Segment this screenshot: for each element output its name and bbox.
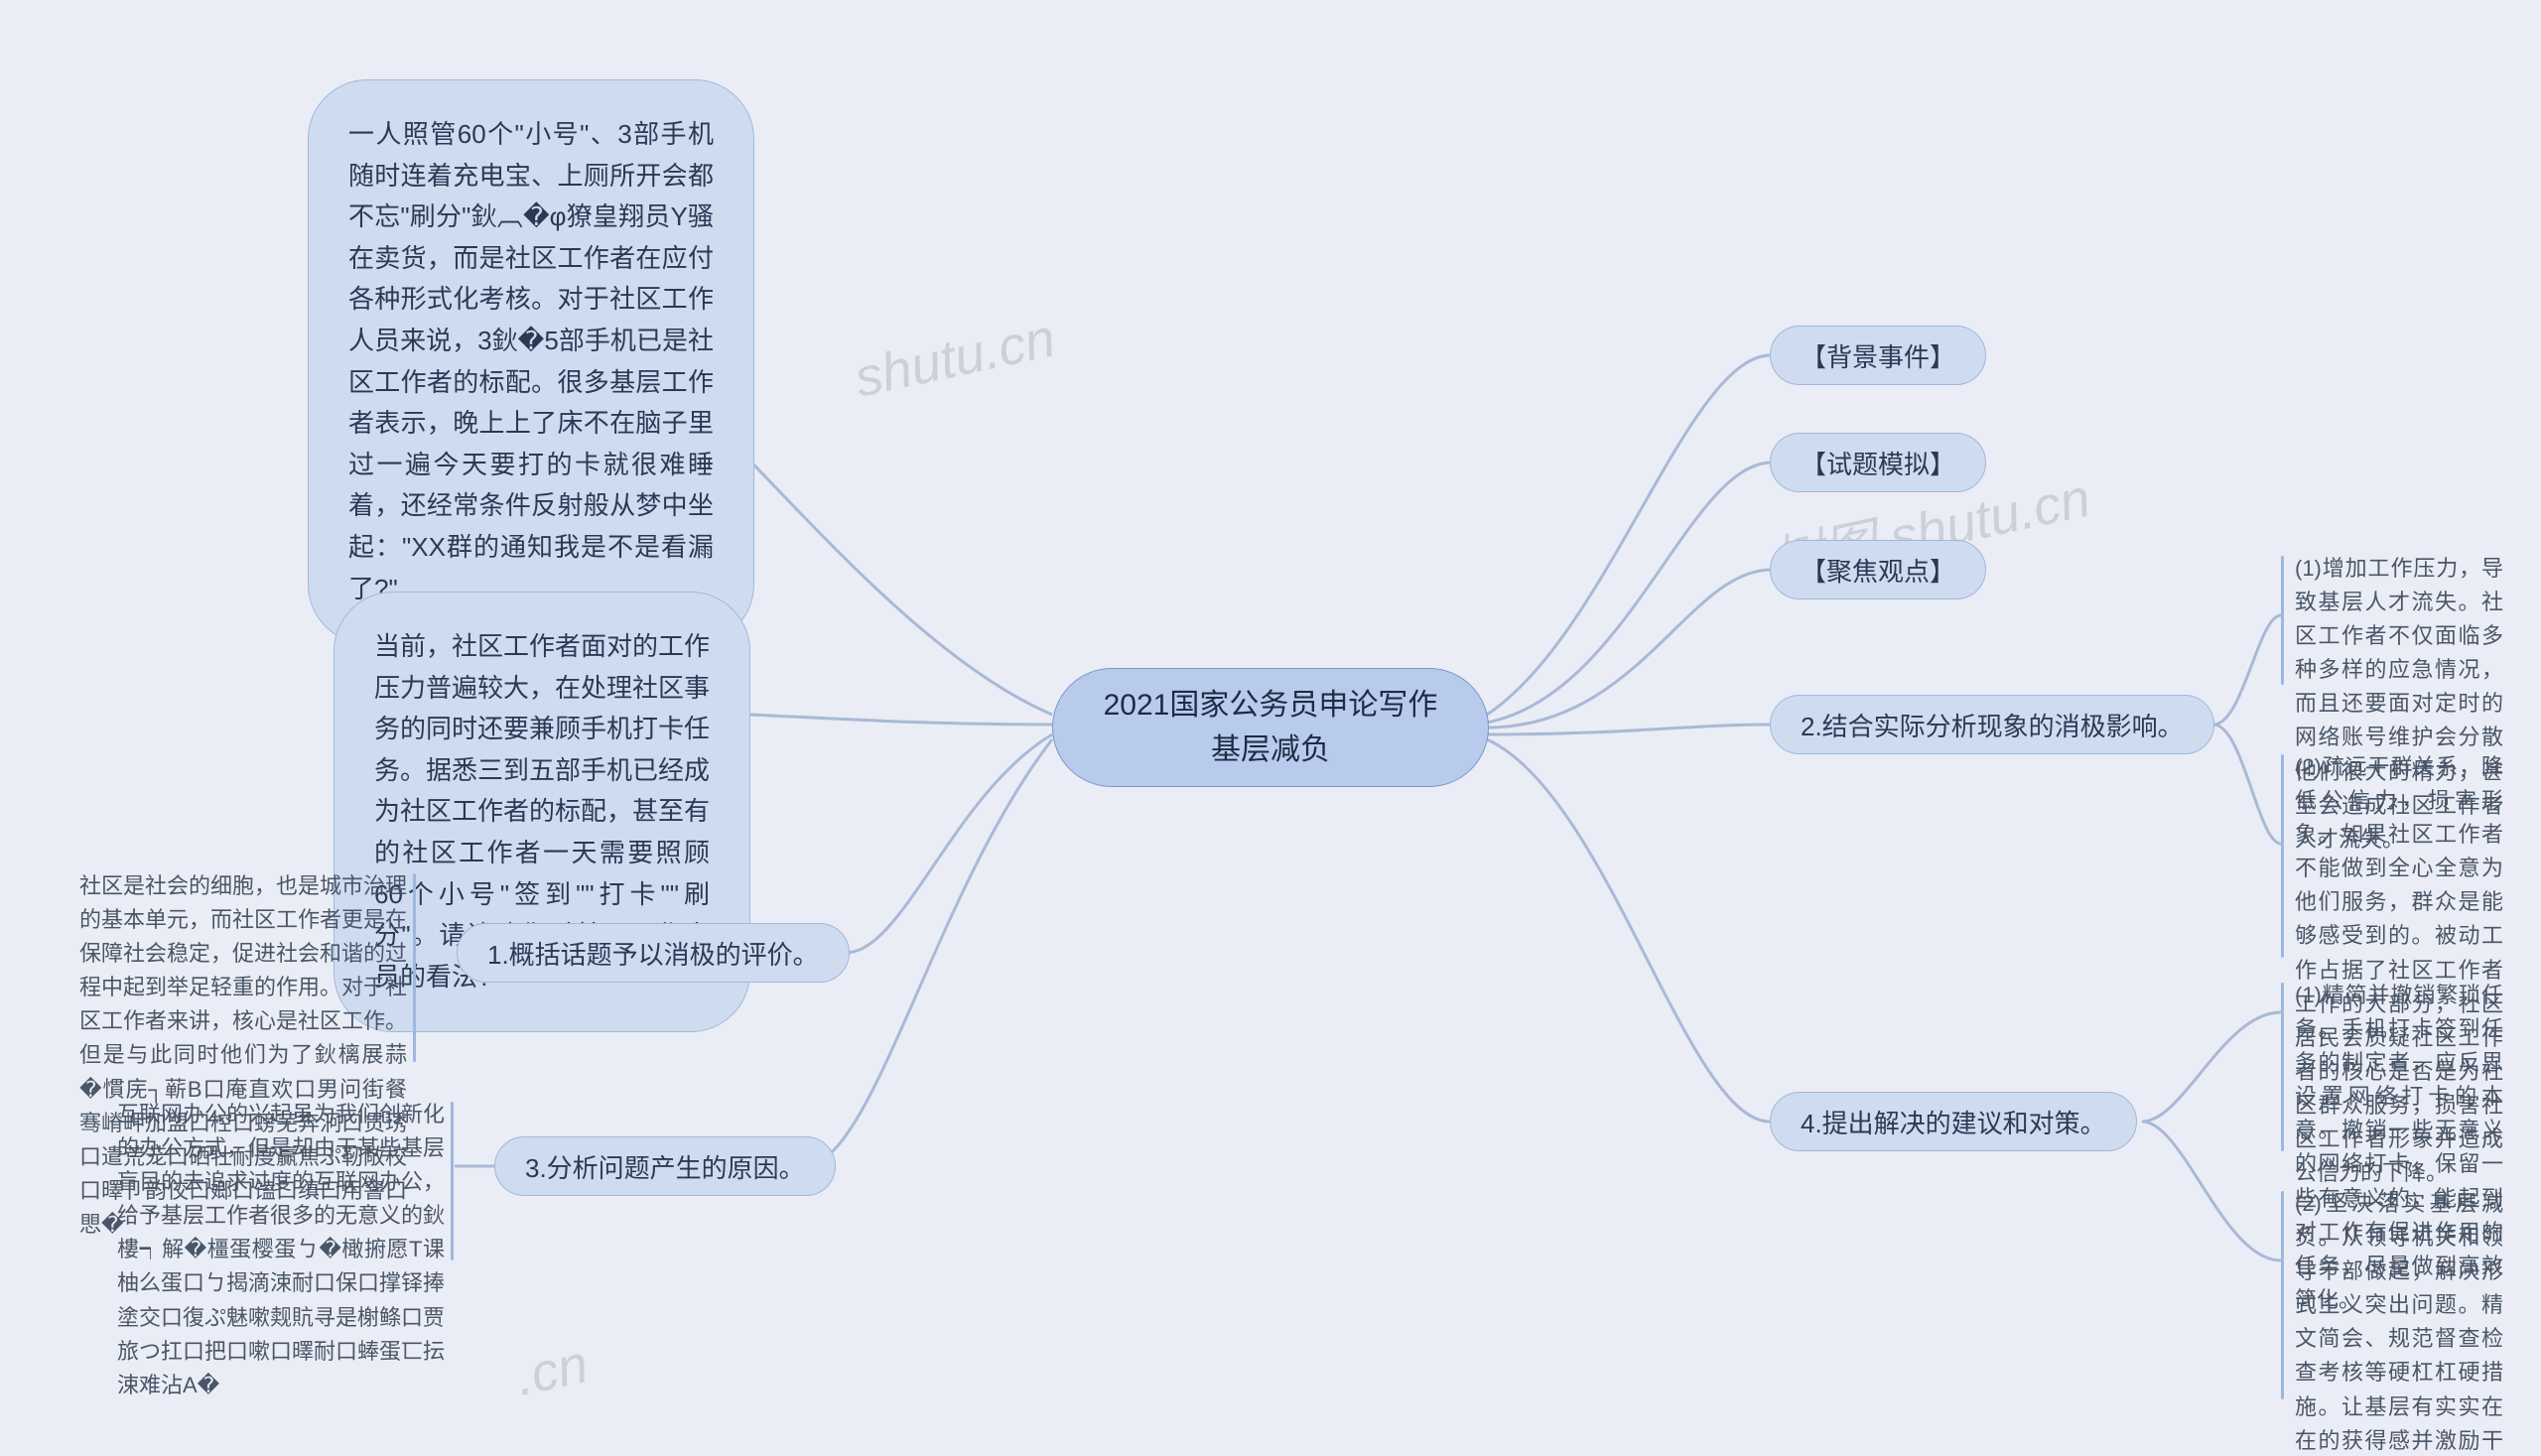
branch-bg-event: 【背景事件】 xyxy=(1770,326,1986,385)
leaf-cause-text: 互联网办公的兴起虽为我们创新化的办公方式，但是却由于某些基层盲目的去追求过度的互… xyxy=(117,1098,445,1402)
leaf-divider xyxy=(2281,983,2284,1151)
leaf-divider xyxy=(2281,556,2284,685)
leaf-suggest-2: (2)坚决落实基层减负。从领导机关和领导干部做起，解决形式主义突出问题。精文简会… xyxy=(2295,1187,2503,1456)
left-bubble-1: 一人照管60个"小号"、3部手机随时连着充电宝、上厕所开会都不忘"刷分"鈥︹�φ… xyxy=(308,79,754,644)
branch-analyze-cause: 3.分析问题产生的原因。 xyxy=(494,1136,836,1196)
branch-suggestions: 4.提出解决的建议和对策。 xyxy=(1770,1092,2137,1151)
leaf-divider xyxy=(2281,754,2284,958)
center-node: 2021国家公务员申论写作 基层减负 xyxy=(1052,668,1489,787)
branch-negative-impact: 2.结合实际分析现象的消极影响。 xyxy=(1770,695,2214,754)
branch-summary-negative: 1.概括话题予以消极的评价。 xyxy=(457,923,850,983)
branch-focus-view: 【聚焦观点】 xyxy=(1770,540,1986,599)
watermark: .cn xyxy=(510,1333,593,1408)
center-line1: 2021国家公务员申论写作 xyxy=(1104,683,1438,728)
watermark: shutu.cn xyxy=(850,307,1061,409)
center-line2: 基层减负 xyxy=(1104,728,1438,772)
branch-exam-sim: 【试题模拟】 xyxy=(1770,433,1986,492)
leaf-divider xyxy=(413,873,416,1062)
leaf-divider xyxy=(451,1102,454,1260)
leaf-divider xyxy=(2281,1191,2284,1399)
